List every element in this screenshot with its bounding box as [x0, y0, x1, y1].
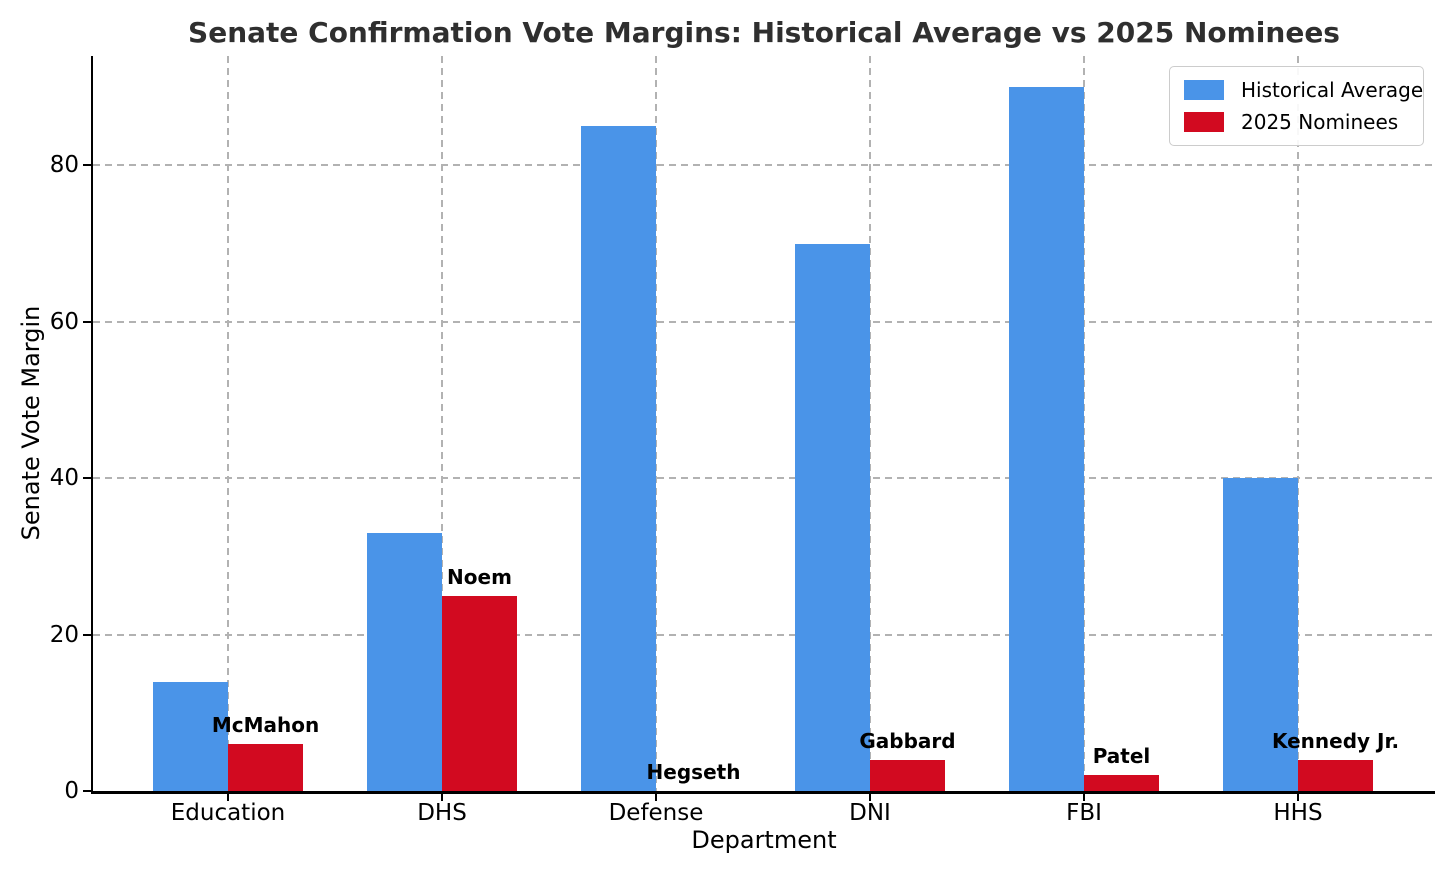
plot-area: McMahon Noem Hegseth Gabbard Patel Kennedy Jr…	[91, 56, 1435, 794]
nominee-annotation: Gabbard	[859, 728, 956, 753]
grid-line-x	[227, 56, 229, 791]
x-tick-label: Education	[170, 800, 286, 826]
y-tick	[83, 320, 91, 323]
bar-2025-nominee	[1084, 775, 1159, 791]
grid-line-y	[93, 320, 1435, 323]
x-tick	[227, 794, 229, 801]
grid-line-x	[1083, 56, 1085, 791]
legend-label: 2025 Nominees	[1241, 110, 1399, 134]
x-tick-label: Defense	[608, 800, 704, 826]
x-tick	[441, 794, 443, 801]
x-tick-label: HHS	[1273, 800, 1323, 826]
x-tick	[869, 794, 871, 801]
nominee-annotation: Kennedy Jr.	[1271, 728, 1400, 753]
y-tick	[83, 477, 91, 480]
legend: Historical Average 2025 Nominees	[1169, 66, 1424, 146]
nominee-annotation: Hegseth	[646, 760, 741, 784]
legend-swatch-2025-nominees	[1184, 112, 1224, 132]
legend-item-historical-average: Historical Average	[1184, 77, 1423, 103]
y-tick-label: 0	[64, 778, 79, 804]
x-tick-label: DHS	[417, 800, 467, 826]
grid-line-x	[441, 56, 443, 791]
y-tick	[83, 790, 91, 792]
grid-line-x	[869, 56, 871, 791]
nominee-annotation: McMahon	[211, 713, 320, 738]
y-axis-label: Senate Vote Margin	[17, 305, 45, 541]
grid-line-x	[1297, 56, 1299, 791]
x-tick	[1083, 794, 1085, 801]
bar-2025-nominee	[1298, 759, 1373, 791]
bar-2025-nominee	[228, 744, 303, 791]
x-tick	[1297, 794, 1299, 801]
bar-historical-average	[1223, 478, 1298, 791]
y-tick-label: 40	[49, 465, 79, 492]
bar-historical-average	[581, 126, 656, 791]
bar-2025-nominee	[870, 759, 945, 791]
nominee-annotation: Noem	[447, 564, 512, 589]
y-tick-label: 20	[49, 621, 79, 648]
x-tick-label: DNI	[849, 800, 891, 826]
grid-line-x	[655, 56, 657, 791]
nominee-annotation: Patel	[1092, 744, 1151, 769]
x-tick-label: FBI	[1066, 800, 1102, 826]
chart-title: Senate Confirmation Vote Margins: Histor…	[188, 16, 1340, 49]
bar-historical-average	[367, 532, 442, 791]
legend-item-2025-nominees: 2025 Nominees	[1184, 109, 1409, 135]
bar-historical-average	[1009, 87, 1084, 791]
y-tick	[83, 164, 91, 167]
grid-line-y	[93, 477, 1435, 480]
legend-label: Historical Average	[1241, 78, 1424, 102]
y-tick	[83, 633, 91, 636]
x-tick	[655, 794, 657, 801]
grid-line-y	[93, 633, 1435, 636]
y-tick-label: 60	[49, 308, 79, 335]
bar-2025-nominee	[442, 595, 517, 791]
y-tick-label: 80	[49, 152, 79, 179]
x-axis-label: Department	[691, 826, 837, 854]
grid-line-y	[93, 164, 1435, 167]
bar-historical-average	[795, 243, 870, 791]
bar-historical-average	[153, 681, 228, 791]
legend-swatch-historical-average	[1184, 80, 1224, 100]
